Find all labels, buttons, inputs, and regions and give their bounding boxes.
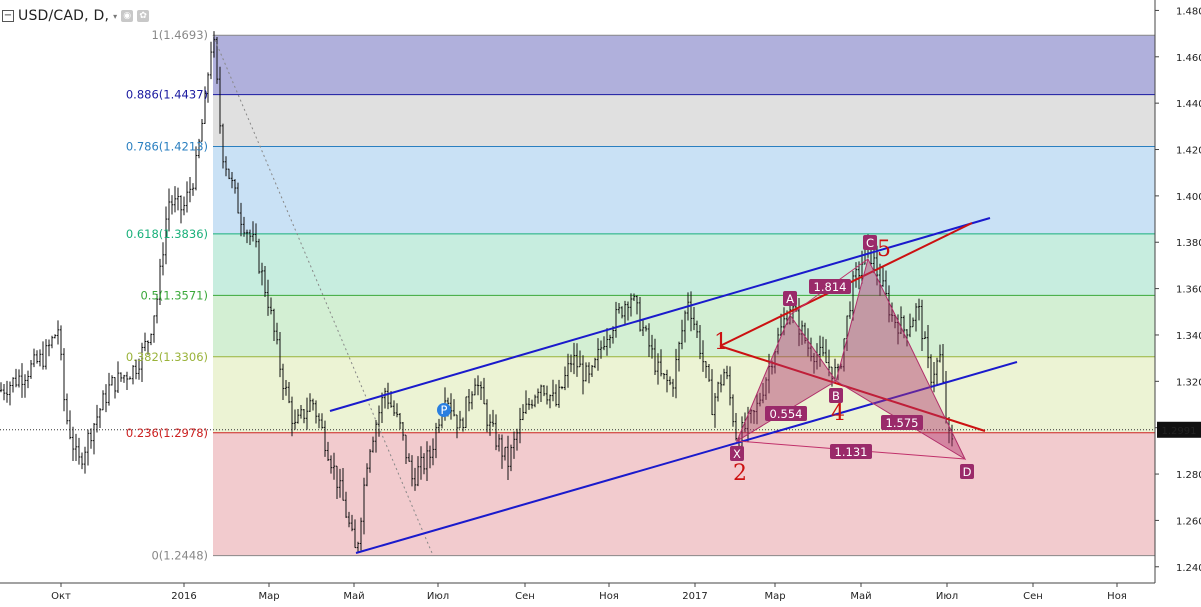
fib-zone-2 bbox=[213, 146, 1155, 234]
eye-icon[interactable]: ◉ bbox=[121, 10, 134, 22]
time-tick-label-11: Сен bbox=[1023, 591, 1043, 602]
ratio-xa-bc: 0.554 bbox=[770, 407, 803, 421]
ratio-ab-cd: 1.814 bbox=[814, 280, 847, 294]
price-tick-label-8: 1.4000 bbox=[1176, 192, 1201, 203]
price-tick-label-10: 1.4400 bbox=[1176, 99, 1201, 110]
price-tick-label-5: 1.3400 bbox=[1176, 331, 1201, 342]
time-tick-label-5: Сен bbox=[515, 591, 535, 602]
p-marker-circle[interactable] bbox=[437, 403, 451, 417]
time-tick-label-9: Май bbox=[850, 591, 871, 602]
price-tick-label-12: 1.4800 bbox=[1176, 6, 1201, 17]
price-axis-bg bbox=[1155, 0, 1201, 607]
wave-label-1: 1 bbox=[714, 330, 728, 355]
point-x-label: X bbox=[733, 447, 741, 461]
point-c-label: C bbox=[866, 236, 874, 250]
time-tick-label-2: Мар bbox=[258, 591, 279, 602]
ratio-bc-d-bg bbox=[881, 415, 923, 430]
symbol-title[interactable]: USD/CAD, D, bbox=[18, 8, 110, 24]
time-tick-label-6: Ноя bbox=[599, 591, 619, 602]
gear-icon[interactable]: ✿ bbox=[137, 10, 150, 22]
fib-label-0.786: 0.786(1.4213) bbox=[126, 140, 208, 154]
ratio-xd-bg bbox=[830, 444, 872, 459]
price-tick-label-2: 1.2800 bbox=[1176, 470, 1201, 481]
fib-zone-0 bbox=[213, 35, 1155, 95]
fib-label-1: 1(1.4693) bbox=[151, 28, 208, 42]
fib-label-0: 0(1.2448) bbox=[151, 549, 208, 563]
time-tick-label-12: Ноя bbox=[1107, 591, 1127, 602]
ratio-ab-cd-bg bbox=[809, 279, 851, 294]
fib-zone-5 bbox=[213, 356, 1155, 433]
point-b-label-bg bbox=[829, 388, 843, 403]
fib-zone-3 bbox=[213, 233, 1155, 296]
fib-level-lines bbox=[213, 34, 1155, 557]
fib-zone-1 bbox=[213, 94, 1155, 147]
point-a-label: A bbox=[786, 292, 794, 306]
fib-zone-4 bbox=[213, 295, 1155, 357]
fib-label-0.618: 0.618(1.3836) bbox=[126, 227, 208, 241]
wave-label-5: 5 bbox=[877, 237, 891, 262]
point-a-label-bg bbox=[783, 291, 797, 306]
ratio-xa-bc-bg bbox=[765, 406, 807, 421]
time-tick-label-1: 2016 bbox=[171, 591, 196, 602]
collapse-icon[interactable]: − bbox=[2, 10, 14, 22]
price-tick-label-0: 1.2400 bbox=[1176, 563, 1201, 574]
fib-labels: 1(1.4693) 0.886(1.4437) 0.786(1.4213) 0.618… bbox=[126, 28, 208, 562]
time-tick-label-7: 2017 bbox=[682, 591, 707, 602]
ratio-bc-d: 1.575 bbox=[886, 416, 919, 430]
price-axis: 1.24001.26001.28001.30001.32001.34001.36… bbox=[1154, 0, 1201, 607]
fib-zone-6 bbox=[213, 432, 1155, 556]
drawings[interactable]: X A B C D 0.554 1.814 1.575 1.131 1 2 4 5 P bbox=[212, 35, 1018, 554]
point-b-label: B bbox=[832, 389, 840, 403]
channel-lower-line[interactable] bbox=[355, 361, 1018, 554]
symbol-bar: − USD/CAD, D, ▾ ◉ ✿ bbox=[0, 4, 150, 28]
current-price-box bbox=[1157, 421, 1201, 438]
wave-label-4: 4 bbox=[831, 401, 845, 426]
channel-upper-line[interactable] bbox=[329, 217, 991, 412]
price-tick-label-7: 1.3800 bbox=[1176, 238, 1201, 249]
fib-label-0.886: 0.886(1.4437) bbox=[126, 88, 208, 102]
fib-label-0.382: 0.382(1.3306) bbox=[126, 350, 208, 364]
p-marker-label: P bbox=[441, 403, 448, 417]
price-tick-label-4: 1.3200 bbox=[1176, 377, 1201, 388]
point-x-label-bg bbox=[730, 446, 744, 461]
fib-label-0.5: 0.5(1.3571) bbox=[140, 288, 208, 302]
price-tick-label-11: 1.4600 bbox=[1176, 53, 1201, 64]
time-axis: Окт 2016 Мар Май Июл Сен Ноя 2017 Мар Май Июл Сен Но… bbox=[0, 582, 1155, 602]
point-c-label-bg bbox=[863, 235, 877, 250]
time-tick-label-4: Июл bbox=[427, 591, 449, 602]
current-price-label: 1.2991 bbox=[1162, 426, 1197, 437]
fib-label-0.236: 0.236(1.2978) bbox=[126, 426, 208, 440]
time-tick-label-8: Мар bbox=[764, 591, 785, 602]
point-d-label: D bbox=[963, 465, 972, 479]
time-tick-label-3: Май bbox=[343, 591, 364, 602]
price-tick-label-9: 1.4200 bbox=[1176, 146, 1201, 157]
wedge-lower-line[interactable] bbox=[719, 345, 986, 432]
price-tick-label-6: 1.3600 bbox=[1176, 285, 1201, 296]
time-tick-label-10: Июл bbox=[936, 591, 958, 602]
candles bbox=[0, 31, 954, 553]
wave-label-2: 2 bbox=[733, 461, 747, 486]
ratio-xd: 1.131 bbox=[835, 445, 868, 459]
time-tick-label-0: Окт bbox=[51, 591, 71, 602]
interval-caret-icon[interactable]: ▾ bbox=[113, 11, 118, 21]
point-d-label-bg bbox=[960, 464, 974, 479]
price-tick-label-1: 1.2600 bbox=[1176, 516, 1201, 527]
fib-trend-dotted bbox=[212, 35, 433, 554]
